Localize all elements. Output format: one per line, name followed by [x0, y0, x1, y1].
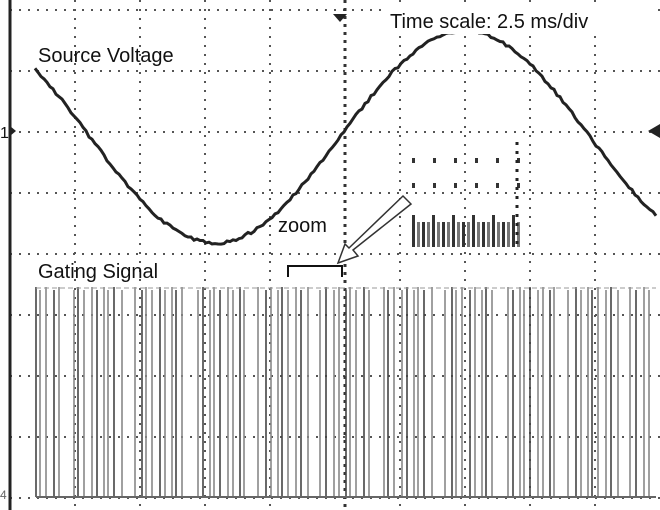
inset-bar [452, 215, 455, 247]
inset-dot [475, 158, 478, 163]
inset-bar [422, 222, 425, 247]
inset-dot [412, 183, 415, 188]
inset-bar [512, 215, 515, 247]
inset-bar [457, 222, 460, 247]
inset-bar [412, 215, 415, 247]
zoom-label: zoom [278, 215, 327, 237]
inset-bar [502, 222, 505, 247]
inset-bar [467, 222, 470, 247]
inset-bar [507, 222, 510, 247]
time-scale-label: Time scale: 2.5 ms/div [390, 11, 588, 33]
inset-bar [477, 222, 480, 247]
inset-bar [462, 222, 465, 247]
inset-dot [454, 158, 457, 163]
inset-dot [433, 158, 436, 163]
inset-dot [496, 183, 499, 188]
inset-bar [492, 215, 495, 247]
gating-signal-label: Gating Signal [38, 261, 158, 283]
inset-dot [496, 158, 499, 163]
inset-bar [487, 222, 490, 247]
inset-bar [427, 222, 430, 247]
inset-bar [447, 222, 450, 247]
inset-bar [482, 222, 485, 247]
inset-bar [472, 215, 475, 247]
inset-dot [412, 158, 415, 163]
inset-dot [454, 183, 457, 188]
channel-1-marker: 1 [0, 125, 9, 142]
inset-bar [417, 222, 420, 247]
inset-bar [442, 222, 445, 247]
inset-bar [432, 215, 435, 247]
inset-bar [497, 222, 500, 247]
channel-4-marker: 4 [0, 488, 7, 502]
inset-dot [433, 183, 436, 188]
oscilloscope-screen: 1 4 Time scale: 2.5 ms/div Source Voltag… [0, 0, 660, 510]
inset-dot [475, 183, 478, 188]
source-voltage-label: Source Voltage [38, 45, 174, 67]
inset-bar [437, 222, 440, 247]
